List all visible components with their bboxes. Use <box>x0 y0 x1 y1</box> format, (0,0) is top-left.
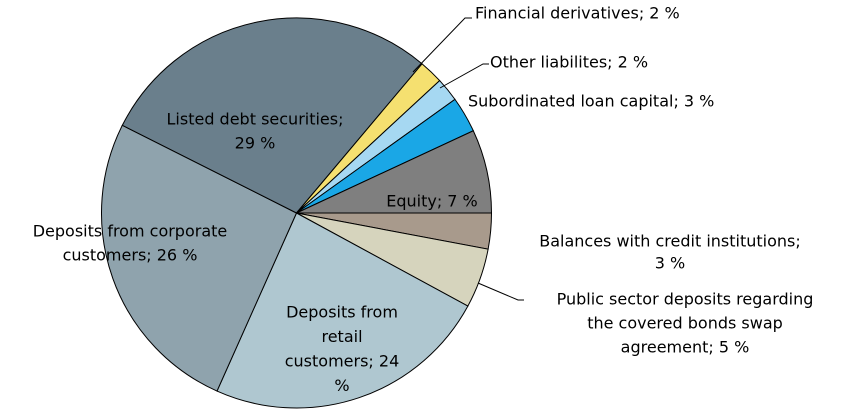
slice-label: the covered bonds swap <box>587 314 783 333</box>
slice-label: % <box>334 376 349 395</box>
slice-label: Listed debt securities; <box>167 110 344 129</box>
slice-label: customers; 26 % <box>63 246 198 265</box>
pie-slice <box>101 124 298 392</box>
slice-label: customers; 24 <box>285 352 400 371</box>
slice-label: agreement; 5 % <box>621 338 750 357</box>
pie-slice <box>296 130 493 214</box>
leader-line <box>477 282 524 301</box>
slice-label: Other liabilites; 2 % <box>490 53 648 72</box>
pie-slice <box>121 17 423 214</box>
leader-line <box>439 63 489 89</box>
slice-label: Equity; 7 % <box>386 192 478 211</box>
leader-line <box>412 17 472 73</box>
slice-label: Subordinated loan capital; 3 % <box>468 92 714 111</box>
slice-label: 29 % <box>235 134 276 153</box>
slice-label: retail <box>321 327 362 346</box>
slice-label: 3 % <box>655 254 685 273</box>
pie-slice <box>216 212 469 409</box>
slice-label: Balances with credit institutions; <box>539 232 801 251</box>
slice-label: Deposits from corporate <box>33 222 228 241</box>
slice-label: Public sector deposits regarding <box>557 290 814 309</box>
slice-label: Deposits from <box>286 303 398 322</box>
slice-label: Financial derivatives; 2 % <box>475 4 680 23</box>
leader-lines <box>412 17 524 301</box>
